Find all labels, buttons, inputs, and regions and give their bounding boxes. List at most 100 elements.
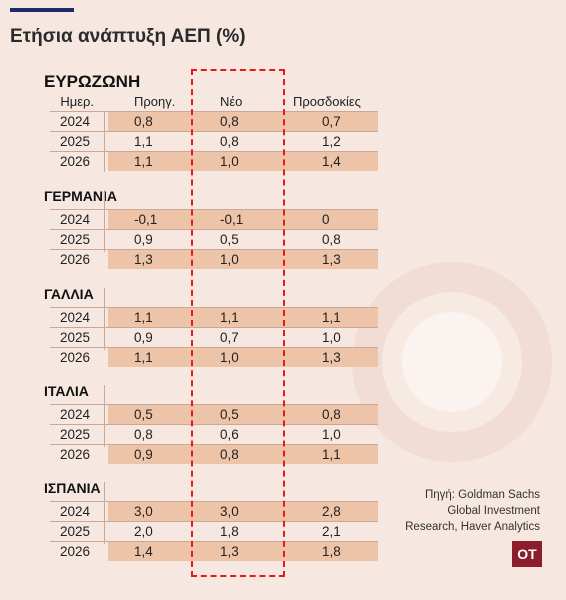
row-divider (50, 424, 378, 425)
section-title: ΓΑΛΛΙΑ (44, 286, 94, 302)
row-divider (50, 229, 378, 230)
expectation-value: 1,1 (322, 310, 341, 325)
section-divider (104, 482, 105, 544)
expectation-value: 0,8 (322, 407, 341, 422)
previous-value: 0,8 (134, 114, 153, 129)
section-divider (104, 288, 105, 350)
row-divider (50, 327, 378, 328)
new-value: 0,5 (220, 232, 239, 247)
previous-value: 1,1 (134, 350, 153, 365)
year-cell: 2024 (59, 212, 90, 227)
new-value: 1,1 (220, 310, 239, 325)
expectation-value: 1,0 (322, 330, 341, 345)
expectation-value: 1,1 (322, 447, 341, 462)
year-cell: 2025 (59, 134, 90, 149)
expectation-value: 1,4 (322, 154, 341, 169)
source-line-2: Global Investment (447, 505, 540, 517)
expectation-value: 0 (322, 212, 330, 227)
previous-value: 1,1 (134, 134, 153, 149)
previous-value: 1,1 (134, 310, 153, 325)
row-divider (50, 541, 378, 542)
accent-line (10, 8, 74, 12)
section-divider (104, 112, 105, 172)
new-value: 0,8 (220, 447, 239, 462)
header-date: Ημερ. (60, 94, 94, 109)
section-divider (104, 385, 105, 447)
source-line-1: Πηγή: Goldman Sachs (424, 489, 540, 501)
expectation-value: 2,8 (322, 504, 341, 519)
row-band (108, 405, 378, 424)
section-title: ΕΥΡΩΖΩΝΗ (44, 72, 141, 91)
section-title: ΙΣΠΑΝΙΑ (44, 480, 101, 496)
row-divider (50, 209, 378, 210)
previous-value: 0,9 (134, 447, 153, 462)
row-band (108, 210, 378, 229)
header-expectations: Προσδοκίες (293, 94, 361, 109)
year-cell: 2024 (59, 504, 90, 519)
new-value: 0,8 (220, 134, 239, 149)
row-divider (50, 347, 378, 348)
year-cell: 2025 (59, 232, 90, 247)
expectation-value: 1,2 (322, 134, 341, 149)
row-divider (50, 151, 378, 152)
expectation-value: 1,3 (322, 252, 341, 267)
row-divider (50, 444, 378, 445)
expectation-value: 1,8 (322, 544, 341, 559)
new-value: 0,5 (220, 407, 239, 422)
previous-value: 1,4 (134, 544, 153, 559)
new-value: 0,6 (220, 427, 239, 442)
row-divider (50, 111, 378, 112)
ot-logo: OT (512, 541, 542, 567)
new-value: 1,0 (220, 350, 239, 365)
chart-title: Ετήσια ανάπτυξη ΑΕΠ (%) (10, 26, 246, 47)
row-divider (50, 521, 378, 522)
year-cell: 2024 (59, 114, 90, 129)
new-value: 1,0 (220, 154, 239, 169)
year-cell: 2025 (59, 330, 90, 345)
previous-value: 2,0 (134, 524, 153, 539)
expectation-value: 0,8 (322, 232, 341, 247)
year-cell: 2024 (59, 310, 90, 325)
section-title: ΙΤΑΛΙΑ (44, 383, 89, 399)
section-divider (104, 190, 105, 252)
row-divider (50, 501, 378, 502)
new-value: -0,1 (220, 212, 244, 227)
new-value: 0,8 (220, 114, 239, 129)
row-band (108, 348, 378, 367)
year-cell: 2025 (59, 524, 90, 539)
expectation-value: 1,0 (322, 427, 341, 442)
new-value: 1,0 (220, 252, 239, 267)
row-band (108, 542, 378, 561)
previous-value: 0,5 (134, 407, 153, 422)
previous-value: 0,9 (134, 232, 153, 247)
year-cell: 2026 (59, 447, 90, 462)
new-value: 3,0 (220, 504, 239, 519)
decor-circle-inner (402, 312, 502, 412)
row-band (108, 308, 378, 327)
previous-value: 3,0 (134, 504, 153, 519)
year-cell: 2026 (59, 154, 90, 169)
row-divider (50, 404, 378, 405)
expectation-value: 2,1 (322, 524, 341, 539)
new-value: 1,3 (220, 544, 239, 559)
new-value: 0,7 (220, 330, 239, 345)
header-previous: Προηγ. (134, 94, 176, 109)
new-column-highlight (191, 69, 285, 577)
previous-value: 1,3 (134, 252, 153, 267)
year-cell: 2025 (59, 427, 90, 442)
row-band (108, 152, 378, 171)
row-divider (50, 131, 378, 132)
year-cell: 2026 (59, 252, 90, 267)
row-band (108, 112, 378, 131)
row-band (108, 502, 378, 521)
expectation-value: 0,7 (322, 114, 341, 129)
previous-value: -0,1 (134, 212, 158, 227)
previous-value: 0,8 (134, 427, 153, 442)
expectation-value: 1,3 (322, 350, 341, 365)
source-note: Πηγή: Goldman Sachs Global Investment Re… (350, 487, 540, 535)
row-band (108, 250, 378, 269)
header-new: Νέο (220, 94, 243, 109)
row-divider (50, 249, 378, 250)
previous-value: 1,1 (134, 154, 153, 169)
year-cell: 2024 (59, 407, 90, 422)
